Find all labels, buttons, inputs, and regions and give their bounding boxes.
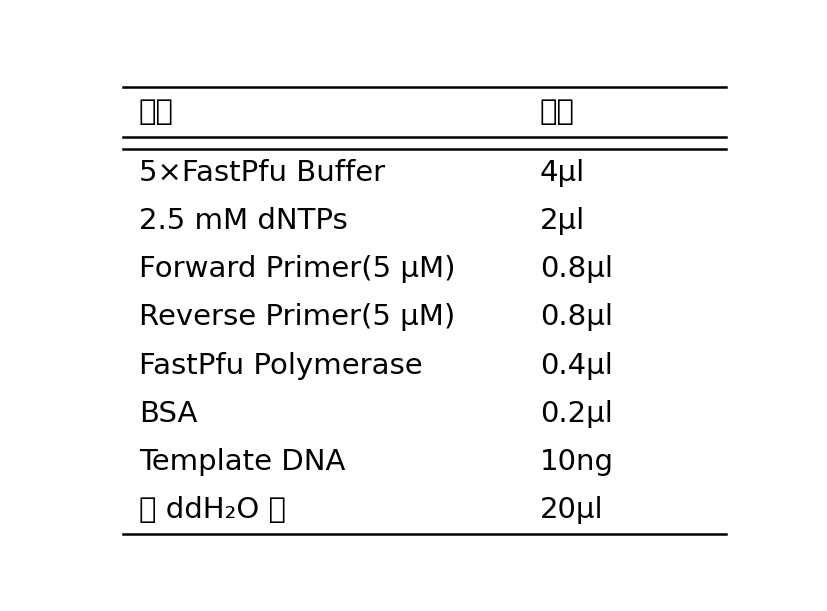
Text: Reverse Primer(5 μM): Reverse Primer(5 μM): [139, 304, 455, 331]
Text: 0.4μl: 0.4μl: [539, 351, 612, 379]
Text: 0.8μl: 0.8μl: [539, 304, 612, 331]
Text: Template DNA: Template DNA: [139, 448, 345, 476]
Text: 0.8μl: 0.8μl: [539, 255, 612, 283]
Text: 2.5 mM dNTPs: 2.5 mM dNTPs: [139, 207, 347, 235]
Text: FastPfu Polymerase: FastPfu Polymerase: [139, 351, 422, 379]
Text: 补 ddH₂O 至: 补 ddH₂O 至: [139, 496, 285, 524]
Text: Forward Primer(5 μM): Forward Primer(5 μM): [139, 255, 455, 283]
Text: 10ng: 10ng: [539, 448, 613, 476]
Text: 0.2μl: 0.2μl: [539, 400, 612, 428]
Text: 2μl: 2μl: [539, 207, 585, 235]
Text: 试剂: 试剂: [139, 98, 174, 126]
Text: 20μl: 20μl: [539, 496, 603, 524]
Text: 4μl: 4μl: [539, 159, 585, 187]
Text: 体积: 体积: [539, 98, 574, 126]
Text: BSA: BSA: [139, 400, 197, 428]
Text: 5×FastPfu Buffer: 5×FastPfu Buffer: [139, 159, 385, 187]
